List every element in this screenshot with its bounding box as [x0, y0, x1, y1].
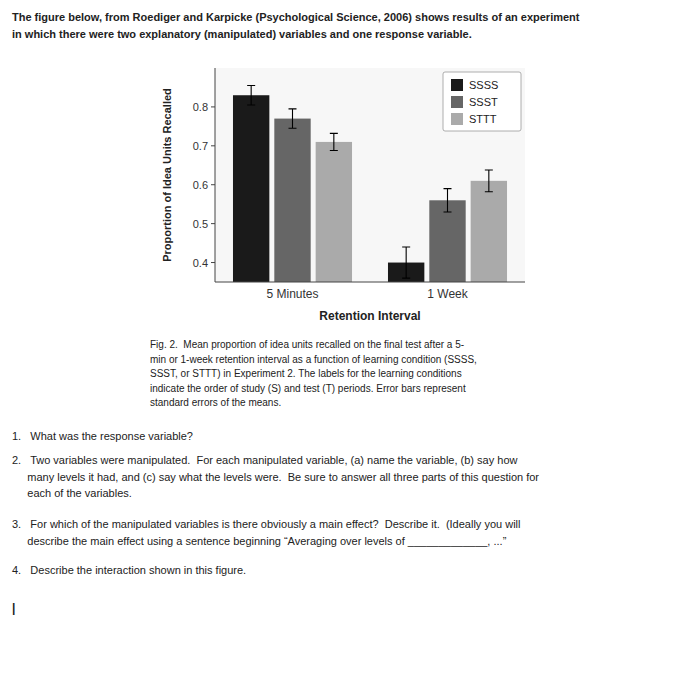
legend-swatch: [451, 113, 463, 125]
error-bar: [289, 109, 297, 128]
y-axis: [215, 68, 216, 282]
y-tick-label: 0.7: [193, 140, 208, 152]
plot-area: [215, 68, 525, 282]
y-tick-label: 0.5: [193, 218, 208, 230]
x-tick-label: 1 Week: [427, 287, 468, 301]
annotation: The figure below, from Roediger and Karp…: [12, 10, 579, 26]
annotation: 2. Two variables were manipulated. For e…: [12, 452, 539, 502]
annotation: 3. For which of the manipulated variable…: [12, 516, 520, 549]
y-axis-label: Proportion of Idea Units Recalled: [161, 88, 173, 262]
y-tick-label: 0.4: [193, 257, 208, 269]
y-tick: [211, 145, 215, 146]
error-bar: [247, 86, 255, 105]
bar: [429, 200, 465, 282]
annotation: 1. What was the response variable?: [12, 428, 193, 445]
legend-swatch: [451, 96, 463, 108]
legend-frame: [443, 72, 521, 131]
y-tick: [211, 262, 215, 263]
chart: 0.4 0.5 0.6 0.7 0.8 5 Minutes 1 Week Retention …: [0, 50, 700, 332]
x-tick-label: 5 Minutes: [266, 287, 318, 301]
y-tick: [211, 223, 215, 224]
bar: [233, 95, 269, 282]
annotation: Fig. 2. Mean proportion of idea units re…: [150, 338, 477, 411]
bar: [316, 142, 352, 282]
bar: [274, 119, 310, 282]
x-axis-label: Retention Interval: [319, 309, 420, 323]
y-tick: [211, 106, 215, 107]
annotation: |: [12, 600, 15, 617]
y-tick-label: 0.6: [193, 179, 208, 191]
annotation: 4. Describe the interaction shown in thi…: [12, 562, 246, 579]
error-bar: [485, 170, 493, 192]
bar: [471, 181, 507, 282]
x-axis: [215, 282, 525, 283]
legend-swatch: [451, 79, 463, 91]
legend-label: SSSS: [469, 79, 498, 91]
legend: SSSS SSST STTT: [443, 72, 521, 131]
error-bar: [444, 189, 452, 212]
error-bar: [402, 247, 410, 278]
annotation: in which there were two explanatory (man…: [12, 27, 472, 43]
y-tick: [211, 184, 215, 185]
y-tick-label: 0.8: [193, 101, 208, 113]
legend-label: SSST: [469, 96, 498, 108]
legend-label: STTT: [469, 113, 497, 125]
error-bar: [330, 133, 338, 150]
